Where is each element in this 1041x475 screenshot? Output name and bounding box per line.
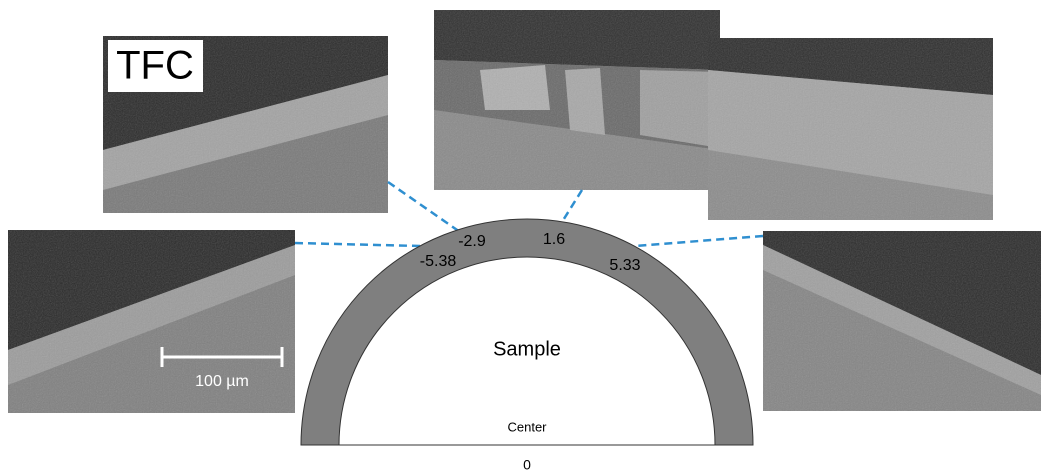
center-value: 0: [523, 457, 531, 473]
figure: TFC 100 µm: [0, 0, 1041, 475]
sample-label: Sample: [493, 338, 561, 360]
sem-image: [434, 10, 720, 190]
sample-shell: [301, 219, 753, 445]
sem-image: [763, 231, 1041, 411]
sem-image: [708, 38, 993, 220]
sem-image: [8, 230, 295, 413]
scale-label: 100 µm: [195, 373, 249, 390]
position-label: 5.33: [609, 257, 640, 274]
position-label: -5.38: [420, 253, 457, 270]
position-label: 1.6: [543, 231, 565, 248]
tfc-label: TFC: [116, 44, 194, 88]
center-label: Center: [507, 419, 547, 434]
position-label: -2.9: [458, 233, 486, 250]
